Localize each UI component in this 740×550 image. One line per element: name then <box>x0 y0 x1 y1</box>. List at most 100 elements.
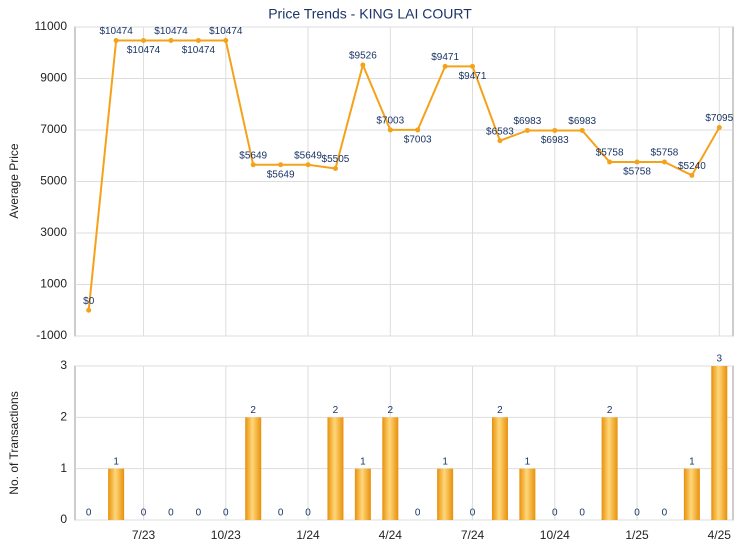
data-label: 0 <box>141 508 147 519</box>
y-tick-label: 3 <box>60 358 67 372</box>
data-label: 1 <box>442 456 448 467</box>
data-label: $0 <box>83 296 95 307</box>
data-label: $6983 <box>541 135 569 146</box>
data-label: $9526 <box>349 51 377 62</box>
y-tick-label: 3000 <box>40 225 67 239</box>
bar <box>711 366 728 520</box>
data-label: $6983 <box>513 116 541 127</box>
y-axis-label: Average Price <box>7 143 21 218</box>
point <box>387 127 393 133</box>
data-label: $6983 <box>568 116 596 127</box>
data-label: 0 <box>579 508 585 519</box>
point <box>360 62 366 68</box>
data-label: 0 <box>634 508 640 519</box>
point <box>716 125 722 131</box>
data-label: 2 <box>388 405 394 416</box>
data-label: 0 <box>662 508 668 519</box>
bar <box>519 468 536 520</box>
data-label: $5505 <box>322 154 350 165</box>
x-tick-label: 7/24 <box>461 528 485 542</box>
point <box>113 38 119 44</box>
data-label: 2 <box>497 405 503 416</box>
data-label: 0 <box>86 508 92 519</box>
data-label: $10474 <box>182 45 216 56</box>
bar <box>245 417 262 520</box>
point <box>168 38 174 44</box>
data-label: $10474 <box>209 26 243 37</box>
data-label: $5649 <box>267 169 295 180</box>
point <box>607 159 613 165</box>
data-label: $5758 <box>623 167 651 178</box>
data-label: $10474 <box>154 26 188 37</box>
x-tick-label: 1/24 <box>296 528 320 542</box>
y-tick-label: 7000 <box>40 122 67 136</box>
x-tick-label: 4/24 <box>379 528 403 542</box>
data-label: 1 <box>360 456 366 467</box>
x-tick-label: 7/23 <box>132 528 156 542</box>
y-tick-label: 1000 <box>40 277 67 291</box>
point <box>689 172 695 178</box>
point <box>141 38 147 44</box>
chart-title: Price Trends - KING LAI COURT <box>268 6 472 22</box>
data-label: $7095 <box>705 113 733 124</box>
bar <box>327 417 344 520</box>
data-label: 1 <box>525 456 531 467</box>
data-label: 0 <box>305 508 311 519</box>
bar <box>683 468 700 520</box>
line <box>87 39 721 311</box>
bar <box>382 417 399 520</box>
data-label: 2 <box>333 405 339 416</box>
data-label: 0 <box>168 508 174 519</box>
plot-area <box>74 365 734 521</box>
data-label: $10474 <box>127 45 161 56</box>
y-tick-label: -1000 <box>36 328 67 342</box>
y-tick-label: 2 <box>60 410 67 424</box>
data-label: 0 <box>223 508 229 519</box>
data-label: $9471 <box>459 71 487 82</box>
bar <box>601 417 618 520</box>
point <box>250 162 256 168</box>
y-tick-label: 1 <box>60 461 67 475</box>
point <box>86 307 92 313</box>
point <box>661 159 667 165</box>
point <box>442 63 448 69</box>
point <box>579 127 585 133</box>
data-label: 2 <box>250 405 256 416</box>
data-label: $5758 <box>651 148 679 159</box>
point <box>415 127 421 133</box>
point <box>497 138 503 144</box>
data-label: 3 <box>717 354 723 365</box>
point <box>332 165 338 171</box>
data-label: $9471 <box>431 52 459 63</box>
data-label: $7003 <box>404 135 432 146</box>
data-label: 0 <box>415 508 421 519</box>
data-label: $10474 <box>99 26 133 37</box>
x-tick-label: 4/25 <box>708 528 732 542</box>
x-tick-label: 10/24 <box>540 528 570 542</box>
data-label: 1 <box>113 456 119 467</box>
point <box>552 127 558 133</box>
y-tick-label: 9000 <box>40 71 67 85</box>
data-label: $5758 <box>596 148 624 159</box>
bar <box>491 417 508 520</box>
bar <box>354 468 371 520</box>
y-tick-label: 5000 <box>40 174 67 188</box>
point <box>195 38 201 44</box>
y-tick-label: 11000 <box>35 19 68 33</box>
bar <box>108 468 125 520</box>
y-tick-label: 0 <box>60 512 67 526</box>
data-label: 2 <box>607 405 613 416</box>
point <box>634 159 640 165</box>
data-label: $5649 <box>239 150 267 161</box>
x-tick-label: 1/25 <box>625 528 649 542</box>
y-axis-label: No. of Transactions <box>7 391 21 494</box>
data-label: 0 <box>278 508 284 519</box>
data-label: $5649 <box>294 150 322 161</box>
point <box>223 38 229 44</box>
data-label: $6583 <box>486 126 514 137</box>
point <box>278 162 284 168</box>
x-tick-label: 10/23 <box>211 528 241 542</box>
data-label: 1 <box>689 456 695 467</box>
data-label: 0 <box>552 508 558 519</box>
